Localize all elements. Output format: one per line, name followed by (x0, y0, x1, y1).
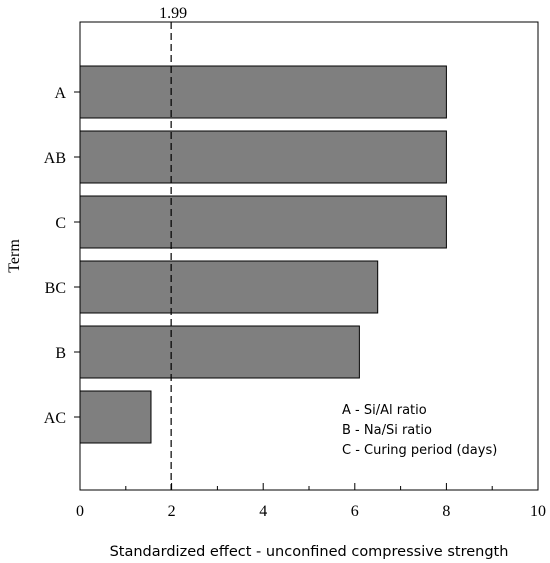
legend-notes: A - Si/Al ratio B - Na/Si ratio C - Curi… (342, 403, 497, 458)
bar-a (79, 65, 447, 119)
x-tick-label: 4 (259, 503, 267, 520)
bar-c (79, 195, 447, 249)
x-tick-label: 0 (76, 503, 84, 520)
y-tick-label: BC (45, 280, 66, 297)
bar-ac (79, 390, 152, 444)
bar-bc (79, 260, 379, 314)
bar-b (79, 325, 360, 379)
x-tick-label: 2 (168, 503, 176, 520)
x-tick-label: 6 (351, 503, 359, 520)
y-tick-label: B (55, 345, 66, 362)
bar-ab (79, 130, 447, 184)
y-axis-label: Term (6, 239, 23, 273)
x-tick-label: 8 (442, 503, 450, 520)
reference-line-label: 1.99 (159, 5, 187, 22)
y-tick-label: AB (44, 150, 66, 167)
y-tick-label: C (55, 215, 66, 232)
y-tick-label: AC (44, 410, 66, 427)
legend-note-c: C - Curing period (days) (342, 443, 497, 458)
y-tick-label: A (54, 85, 66, 102)
legend-note-a: A - Si/Al ratio (342, 403, 427, 418)
legend-note-b: B - Na/Si ratio (342, 423, 432, 438)
x-tick-label: 10 (530, 503, 546, 520)
x-axis-label: Standardized effect - unconfined compres… (110, 544, 509, 560)
